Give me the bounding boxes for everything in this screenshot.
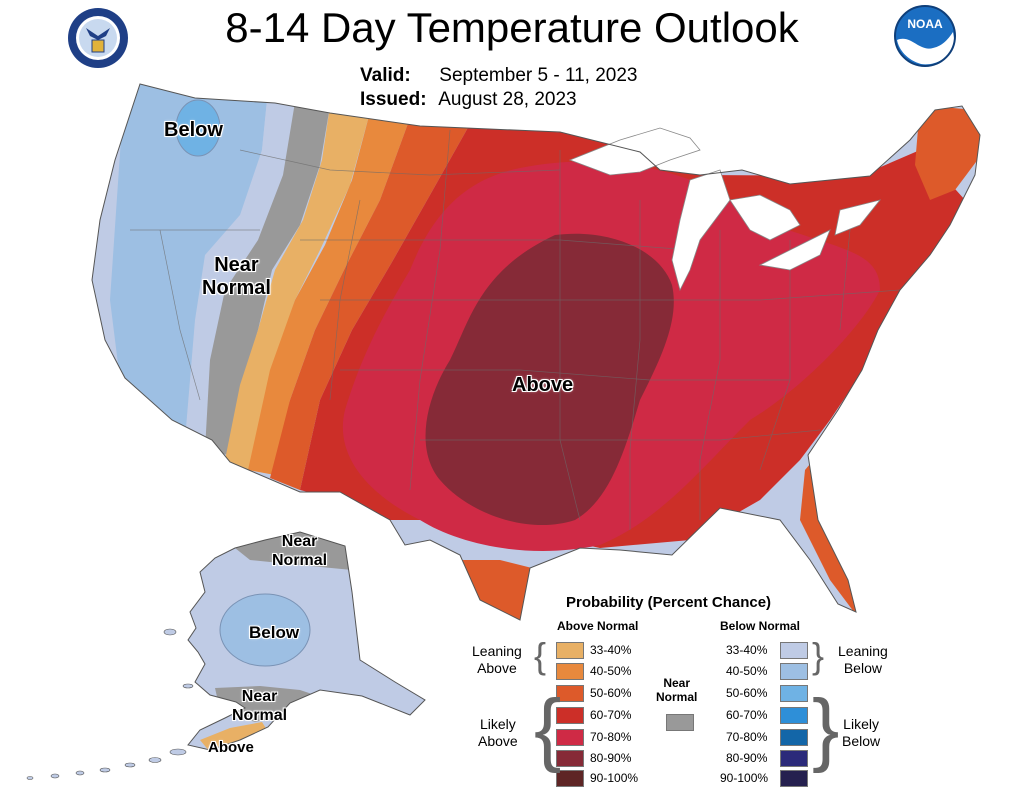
- legend-likely-below: Likely Below: [842, 716, 880, 750]
- issued-value: August 28, 2023: [438, 89, 577, 110]
- legend-swatch-below-60-70: [780, 707, 808, 724]
- legend-leaning-above-line1: Leaning: [472, 643, 522, 659]
- valid-value: September 5 - 11, 2023: [439, 65, 638, 86]
- label-ak-near-normal-north-line1: Near: [281, 533, 318, 550]
- legend-leaning-above-line2: Above: [477, 660, 517, 676]
- legend-range-above-60-70: 60-70%: [590, 708, 632, 722]
- legend-swatch-above-33-40: [556, 642, 584, 659]
- legend-likely-above-line1: Likely: [479, 716, 516, 732]
- legend-range-below-80-90: 80-90%: [726, 751, 768, 765]
- label-near-normal-west-line2: Normal: [202, 277, 271, 299]
- label-ak-near-normal-south-line1: Near: [241, 688, 278, 705]
- legend-likely-above-line2: Above: [478, 733, 518, 749]
- legend-near-normal-line2: Normal: [656, 690, 698, 704]
- legend-swatch-below-70-80: [780, 729, 808, 746]
- brace-leaning-above-icon: {: [534, 635, 547, 676]
- label-ak-near-normal-north-line2: Normal: [272, 552, 328, 569]
- legend-range-above-90-100: 90-100%: [590, 771, 639, 785]
- legend-leaning-below-line2: Below: [843, 660, 882, 676]
- issued-label: Issued:: [360, 89, 427, 110]
- legend-leaning-below-line1: Leaning: [838, 643, 888, 659]
- brace-likely-below-icon: }: [812, 683, 840, 774]
- label-near-normal-west: Near Normal: [202, 254, 271, 300]
- legend-near-normal-line1: Near: [663, 676, 691, 690]
- label-ak-below: Below: [249, 623, 300, 642]
- legend-swatch-above-50-60: [556, 685, 584, 702]
- legend-range-below-40-50: 40-50%: [726, 664, 768, 678]
- legend-range-below-90-100: 90-100%: [720, 771, 769, 785]
- label-above-central: Above: [512, 374, 574, 396]
- legend-leaning-above: Leaning Above: [472, 643, 522, 677]
- legend-range-below-50-60: 50-60%: [726, 686, 768, 700]
- legend-likely-below-line1: Likely: [843, 716, 879, 732]
- legend-swatch-below-80-90: [780, 750, 808, 767]
- legend-likely-above: Likely Above: [478, 716, 518, 750]
- legend-swatch-above-60-70: [556, 707, 584, 724]
- label-ak-near-normal-north: Near Normal: [272, 532, 327, 570]
- legend-above-header: Above Normal: [557, 619, 639, 633]
- legend-swatch-below-33-40: [780, 642, 808, 659]
- map-title: 8-14 Day Temperature Outlook: [225, 4, 799, 51]
- noaa-logo-text: NOAA: [907, 17, 943, 31]
- brace-leaning-below-icon: }: [812, 635, 825, 676]
- legend-swatch-above-80-90: [556, 750, 584, 767]
- legend-swatch-above-40-50: [556, 663, 584, 680]
- label-ak-above: Above: [208, 739, 254, 756]
- label-ak-near-normal-south-line2: Normal: [232, 707, 288, 724]
- great-lakes: [568, 127, 882, 292]
- legend-near-normal: Near Normal: [656, 676, 697, 704]
- valid-label: Valid:: [360, 65, 411, 86]
- probability-legend: Probability (Percent Chance) Above Norma…: [470, 592, 910, 788]
- legend-swatch-below-50-60: [780, 685, 808, 702]
- legend-leaning-below: Leaning Below: [838, 643, 888, 677]
- legend-swatch-below-40-50: [780, 663, 808, 680]
- legend-swatch-above-70-80: [556, 729, 584, 746]
- label-ak-near-normal-south: Near Normal: [232, 687, 287, 725]
- legend-range-below-33-40: 33-40%: [726, 643, 768, 657]
- legend-swatch-above-90-100: [556, 770, 584, 787]
- noaa-logo-icon: NOAA: [894, 5, 956, 67]
- legend-below-header: Below Normal: [720, 619, 801, 633]
- legend-title: Probability (Percent Chance): [566, 594, 772, 611]
- label-below-west: Below: [164, 119, 223, 141]
- legend-swatch-near-normal: [666, 714, 694, 731]
- legend-range-above-80-90: 80-90%: [590, 751, 632, 765]
- legend-range-above-33-40: 33-40%: [590, 643, 632, 657]
- valid-issued-block: Valid: September 5 - 11, 2023 Issued: Au…: [360, 64, 638, 112]
- legend-range-below-70-80: 70-80%: [726, 730, 768, 744]
- brace-likely-above-icon: {: [534, 683, 562, 774]
- legend-range-above-40-50: 40-50%: [590, 664, 632, 678]
- legend-likely-below-line2: Below: [842, 733, 881, 749]
- legend-range-above-70-80: 70-80%: [590, 730, 632, 744]
- legend-range-below-60-70: 60-70%: [726, 708, 768, 722]
- legend-swatch-below-90-100: [780, 770, 808, 787]
- legend-range-above-50-60: 50-60%: [590, 686, 632, 700]
- label-near-normal-west-line1: Near: [214, 254, 259, 276]
- commerce-seal-icon: [68, 8, 128, 68]
